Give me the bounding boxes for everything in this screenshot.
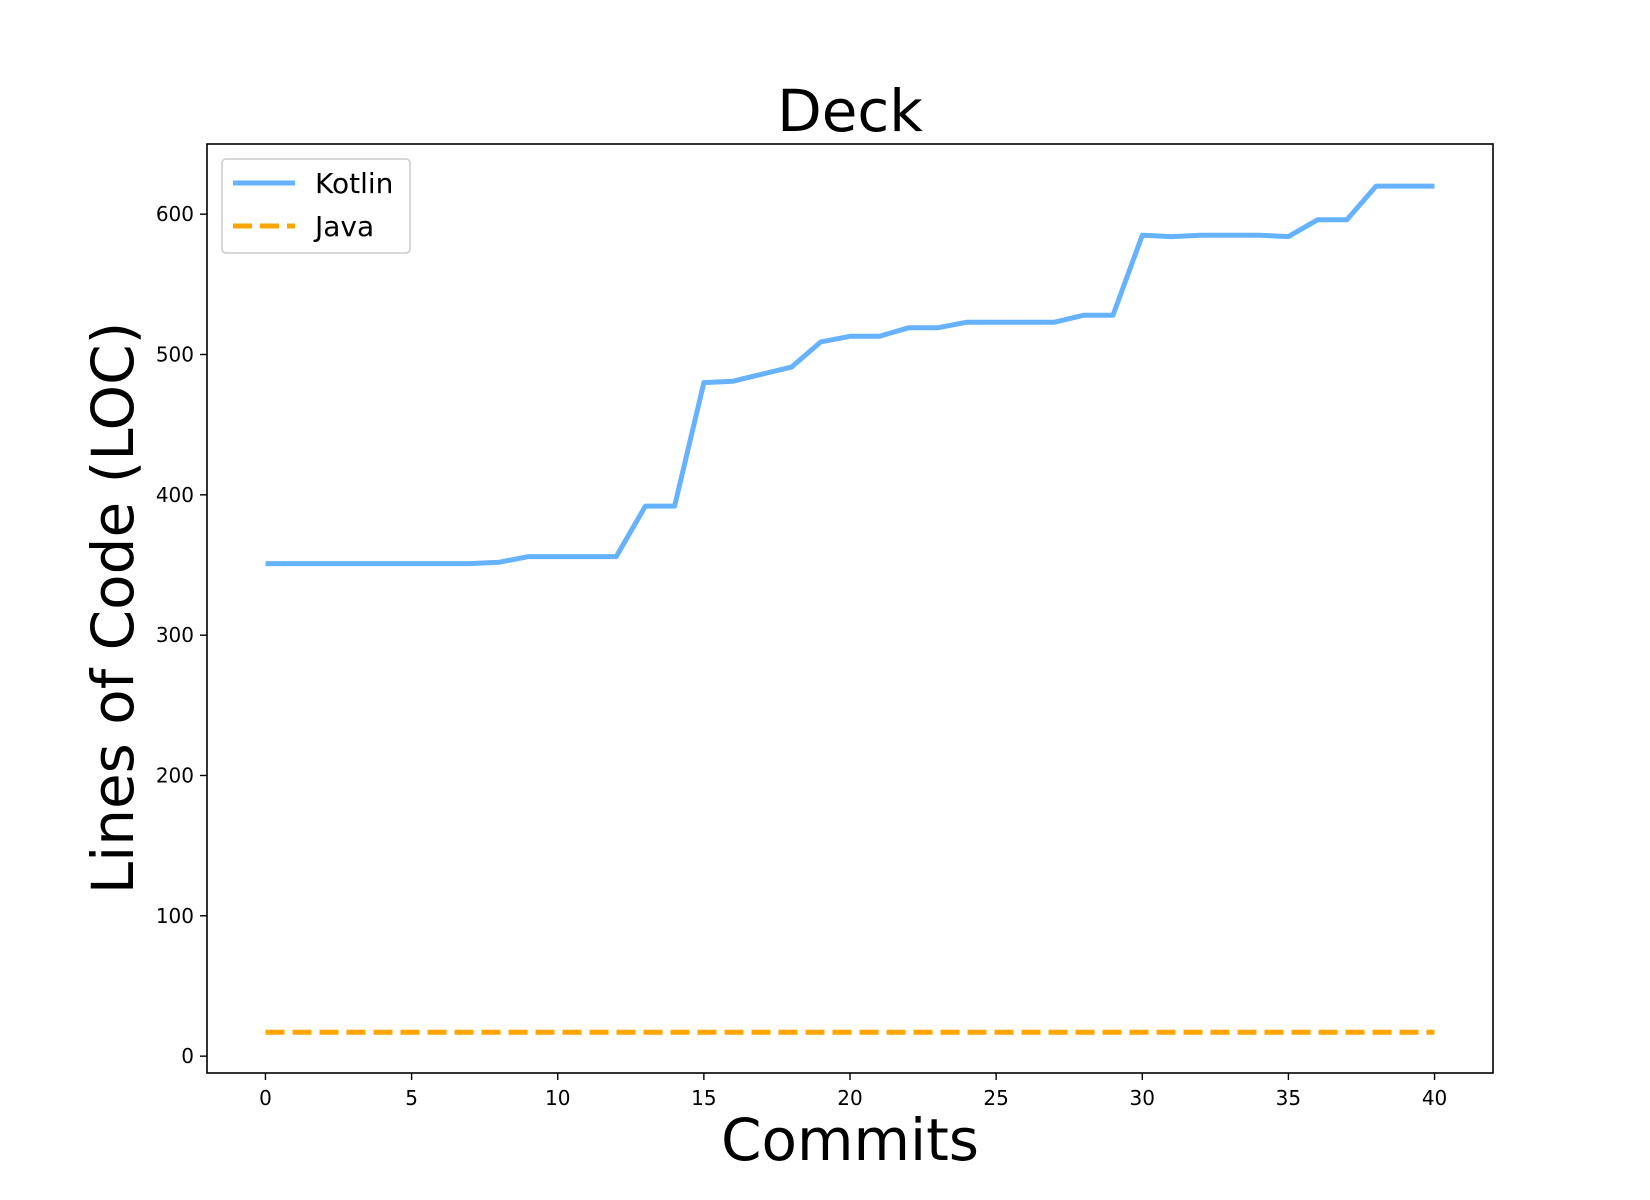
y-tick-label: 200 [156,763,194,787]
x-tick-label: 5 [405,1086,418,1110]
y-tick-label: 100 [156,904,194,928]
plot-frame [206,143,1494,1074]
x-tick-label: 40 [1422,1086,1447,1110]
y-axis-label: Lines of Code (LOC) [79,322,147,894]
x-axis: 0 5 10 15 20 25 30 35 40 [259,1073,1447,1110]
x-tick-label: 0 [259,1086,272,1110]
series-line-kotlin [265,183,1435,567]
x-axis-label: Commits [721,1106,979,1174]
y-tick-label: 600 [156,202,194,226]
chart-title: Deck [777,77,923,145]
x-tick-label: 30 [1130,1086,1155,1110]
x-tick-label: 25 [983,1086,1008,1110]
legend-label-kotlin: Kotlin [315,167,393,200]
x-tick-label: 20 [837,1086,862,1110]
y-tick-label: 0 [181,1044,194,1068]
y-tick-label: 400 [156,483,194,507]
legend-label-java: Java [313,210,374,243]
x-tick-label: 35 [1276,1086,1301,1110]
legend: Kotlin Java [221,158,411,254]
x-tick-label: 10 [545,1086,570,1110]
y-tick-label: 500 [156,342,194,366]
y-tick-label: 300 [156,623,194,647]
y-axis: 0 100 200 300 400 500 600 [156,202,207,1068]
series-layer [265,183,1435,1035]
x-tick-label: 15 [691,1086,716,1110]
